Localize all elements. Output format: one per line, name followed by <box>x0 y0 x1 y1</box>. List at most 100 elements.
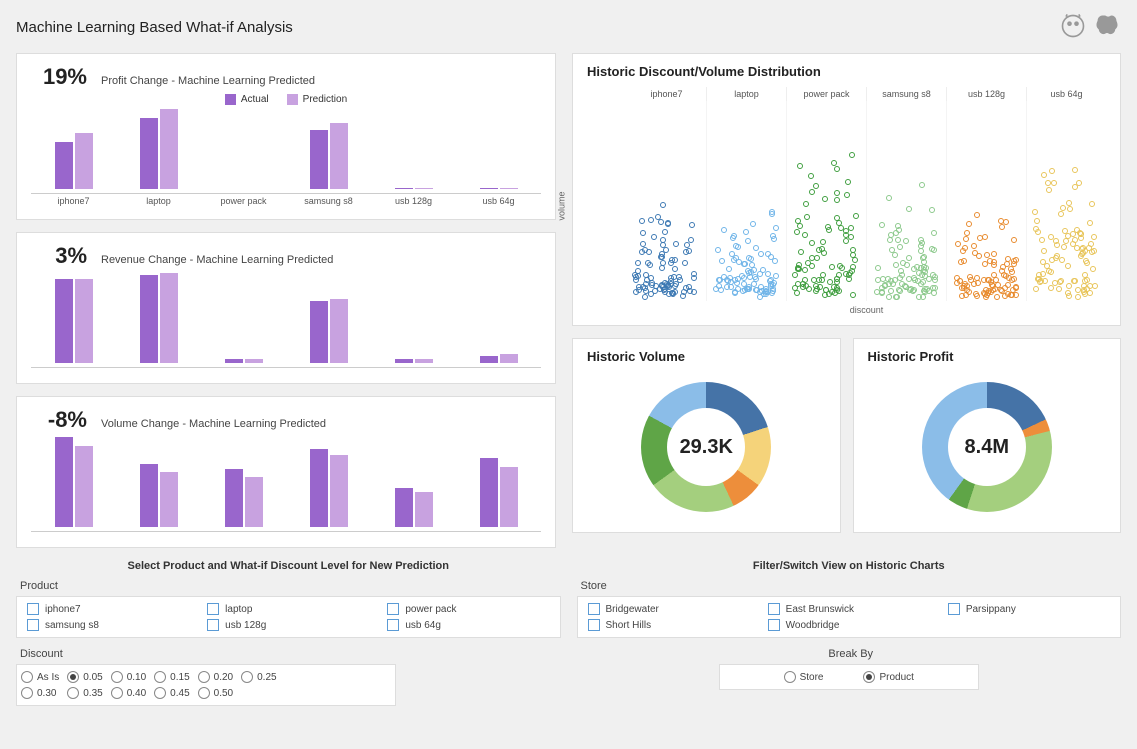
scatter-column <box>866 101 946 301</box>
store-label: Store <box>577 580 1122 592</box>
discount-radio[interactable]: 0.50 <box>198 687 233 699</box>
bar-actual <box>480 188 498 189</box>
bar-prediction <box>330 299 348 363</box>
checkbox-icon <box>588 603 600 615</box>
bar-actual <box>310 130 328 189</box>
discount-radio[interactable]: 0.30 <box>21 687 59 699</box>
store-checkbox[interactable]: Woodbridge <box>768 619 930 631</box>
bar-group <box>301 299 357 363</box>
bar-category-label: usb 64g <box>471 196 527 206</box>
breakby-radio[interactable]: Store <box>784 671 824 683</box>
checkbox-label: usb 64g <box>405 620 441 631</box>
bar-category-label: laptop <box>131 196 187 206</box>
bar-actual <box>395 188 413 189</box>
scatter-panel: Historic Discount/Volume Distribution vo… <box>572 53 1121 326</box>
scatter-category-label: usb 128g <box>946 87 1026 101</box>
bar-actual <box>55 279 73 363</box>
store-checkbox[interactable]: Short Hills <box>588 619 750 631</box>
bar-group <box>46 133 102 189</box>
bar-category-label: power pack <box>216 196 272 206</box>
donut-panel: Historic Profit8.4M <box>853 338 1122 533</box>
radio-icon <box>241 671 253 683</box>
bar-prediction <box>75 279 93 363</box>
checkbox-icon <box>27 619 39 631</box>
bar-group <box>46 437 102 527</box>
bar-group <box>386 188 442 189</box>
product-checkbox[interactable]: iphone7 <box>27 603 189 615</box>
right-filter-title: Filter/Switch View on Historic Charts <box>577 560 1122 572</box>
radio-label: 0.25 <box>257 672 276 683</box>
bar-category-label: samsung s8 <box>301 196 357 206</box>
discount-radio[interactable]: 0.05 <box>67 671 102 683</box>
radio-icon <box>111 687 123 699</box>
bar-prediction <box>330 455 348 527</box>
bar-actual <box>480 356 498 363</box>
discount-radio[interactable]: 0.25 <box>241 671 276 683</box>
radio-icon <box>198 671 210 683</box>
page-title: Machine Learning Based What-if Analysis <box>16 19 293 36</box>
store-checkbox[interactable]: East Brunswick <box>768 603 930 615</box>
bar-prediction <box>245 359 263 364</box>
metric-panel: 19%Profit Change - Machine Learning Pred… <box>16 53 556 220</box>
bar-actual <box>225 359 243 364</box>
scatter-category-label: iphone7 <box>627 87 706 101</box>
bar-group <box>386 488 442 527</box>
metric-pct: -8% <box>31 407 87 433</box>
bar-prediction <box>160 472 178 527</box>
bar-prediction <box>500 188 518 189</box>
product-checkbox[interactable]: samsung s8 <box>27 619 189 631</box>
brain-icon[interactable] <box>1093 12 1121 43</box>
checkbox-label: Parsippany <box>966 604 1016 615</box>
product-checkbox[interactable]: laptop <box>207 603 369 615</box>
bar-prediction <box>415 188 433 189</box>
discount-radio[interactable]: 0.40 <box>111 687 146 699</box>
breakby-radio[interactable]: Product <box>863 671 913 683</box>
store-checkbox[interactable]: Parsippany <box>948 603 1110 615</box>
store-checkbox[interactable]: Bridgewater <box>588 603 750 615</box>
bar-prediction <box>245 477 263 527</box>
radio-label: 0.15 <box>170 672 189 683</box>
scatter-category-label: usb 64g <box>1026 87 1106 101</box>
bar-actual <box>395 359 413 364</box>
discount-radio[interactable]: 0.15 <box>154 671 189 683</box>
radio-label: Store <box>800 672 824 683</box>
product-checkbox[interactable]: usb 64g <box>387 619 549 631</box>
radio-icon <box>67 671 79 683</box>
bar-group <box>471 188 527 189</box>
bar-category-label: usb 128g <box>386 196 442 206</box>
scatter-column <box>1026 101 1106 301</box>
checkbox-label: usb 128g <box>225 620 266 631</box>
bar-prediction <box>75 446 93 527</box>
checkbox-label: Short Hills <box>606 620 652 631</box>
ideas-icon[interactable] <box>1059 12 1087 43</box>
bar-group <box>471 354 527 363</box>
radio-label: As Is <box>37 672 59 683</box>
discount-radio[interactable]: 0.10 <box>111 671 146 683</box>
donut-title: Historic Profit <box>868 349 1107 364</box>
breakby-radio-group: Store Product <box>719 664 979 690</box>
discount-radio[interactable]: 0.45 <box>154 687 189 699</box>
bar-actual <box>55 142 73 189</box>
bar-group <box>301 123 357 189</box>
scatter-category-label: power pack <box>786 87 866 101</box>
product-checkbox[interactable]: power pack <box>387 603 549 615</box>
bar-group <box>46 279 102 363</box>
discount-radio[interactable]: 0.20 <box>198 671 233 683</box>
discount-radio[interactable]: 0.35 <box>67 687 102 699</box>
scatter-column <box>627 101 706 301</box>
bar-group <box>216 359 272 364</box>
radio-label: Product <box>879 672 913 683</box>
bar-actual <box>310 449 328 527</box>
bar-group <box>471 458 527 527</box>
store-checkbox-grid: Bridgewater East Brunswick Parsippany Short… <box>577 596 1122 638</box>
checkbox-icon <box>27 603 39 615</box>
discount-radio-grid: As Is 0.05 0.10 0.15 0.20 0.25 0.30 0.35 0.40 0.4… <box>16 664 396 706</box>
metric-pct: 3% <box>31 243 87 269</box>
product-checkbox[interactable]: usb 128g <box>207 619 369 631</box>
checkbox-label: power pack <box>405 604 456 615</box>
discount-radio[interactable]: As Is <box>21 671 59 683</box>
legend-actual: Actual <box>225 94 269 105</box>
bar-category-label: iphone7 <box>46 196 102 206</box>
radio-icon <box>198 687 210 699</box>
bar-prediction <box>160 109 178 189</box>
